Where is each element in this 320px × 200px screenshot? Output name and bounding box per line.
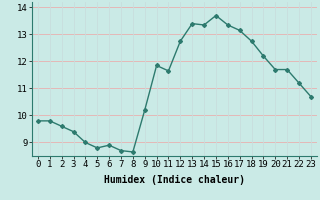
X-axis label: Humidex (Indice chaleur): Humidex (Indice chaleur)	[104, 175, 245, 185]
